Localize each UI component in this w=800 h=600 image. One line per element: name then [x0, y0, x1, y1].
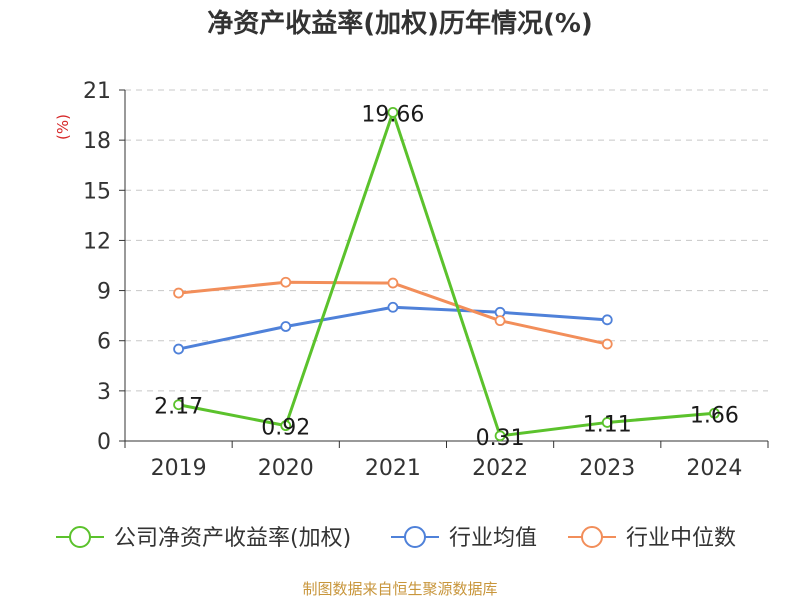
legend-marker-icon [404, 526, 426, 548]
data-point[interactable] [709, 407, 720, 419]
axes: 0 3 6 9 12 15 18 21 2019 2020 2021 2022 2023 2024 [83, 79, 769, 481]
data-point[interactable] [173, 343, 184, 355]
x-tick-label: 2023 [579, 456, 635, 481]
x-tick-label: 2019 [151, 456, 207, 481]
data-label: 0.92 [261, 416, 310, 441]
x-tick-label: 2024 [686, 456, 742, 481]
y-tick-label: 0 [97, 430, 111, 455]
data-point[interactable] [280, 276, 292, 288]
series-group [173, 106, 720, 442]
data-point[interactable] [601, 338, 613, 350]
legend-item[interactable]: 行业均值 [391, 526, 537, 551]
y-tick-label: 12 [83, 229, 111, 254]
data-label: 1.11 [583, 412, 632, 437]
data-point[interactable] [601, 314, 613, 326]
data-labels: 2.17 0.92 19.66 0.31 1.11 1.66 [154, 102, 739, 450]
source-note: 制图数据来自恒生聚源数据库 [302, 580, 497, 598]
data-point[interactable] [280, 321, 292, 332]
y-tick-label: 3 [97, 380, 111, 405]
data-point[interactable] [173, 399, 184, 411]
data-label: 1.66 [690, 403, 739, 428]
x-tick-label: 2020 [258, 456, 314, 481]
y-tick-label: 21 [83, 79, 111, 104]
legend[interactable]: 公司净资产收益率(加权) 行业均值 行业中位数 [56, 526, 736, 551]
y-tick-label: 15 [83, 179, 111, 204]
data-point[interactable] [387, 106, 399, 118]
data-point[interactable] [601, 417, 613, 428]
data-point[interactable] [494, 430, 506, 442]
legend-marker-icon [69, 526, 91, 548]
legend-label: 行业中位数 [626, 526, 736, 551]
series-line [178, 305, 608, 351]
grid-lines [125, 89, 768, 392]
y-tick-label: 18 [83, 129, 111, 154]
y-axis-label: (%) [54, 114, 72, 140]
x-tick-label: 2021 [365, 456, 421, 481]
data-label: 0.31 [476, 426, 525, 451]
data-point[interactable] [173, 287, 184, 299]
y-tick-label: 6 [97, 330, 111, 355]
legend-marker-icon [581, 526, 603, 548]
legend-item[interactable]: 行业中位数 [568, 526, 736, 551]
x-tick-label: 2022 [472, 456, 528, 481]
series-line [178, 110, 715, 438]
data-label: 19.66 [361, 102, 424, 127]
chart-title: 净资产收益率(加权)历年情况(%) [207, 8, 593, 39]
legend-item[interactable]: 公司净资产收益率(加权) [56, 526, 351, 551]
data-label: 2.17 [154, 395, 203, 420]
legend-label: 公司净资产收益率(加权) [114, 526, 351, 551]
data-point[interactable] [280, 420, 292, 432]
data-point[interactable] [387, 301, 399, 313]
data-point[interactable] [494, 315, 506, 327]
y-tick-label: 9 [97, 280, 111, 305]
legend-label: 行业均值 [449, 526, 537, 551]
data-point[interactable] [387, 277, 399, 289]
